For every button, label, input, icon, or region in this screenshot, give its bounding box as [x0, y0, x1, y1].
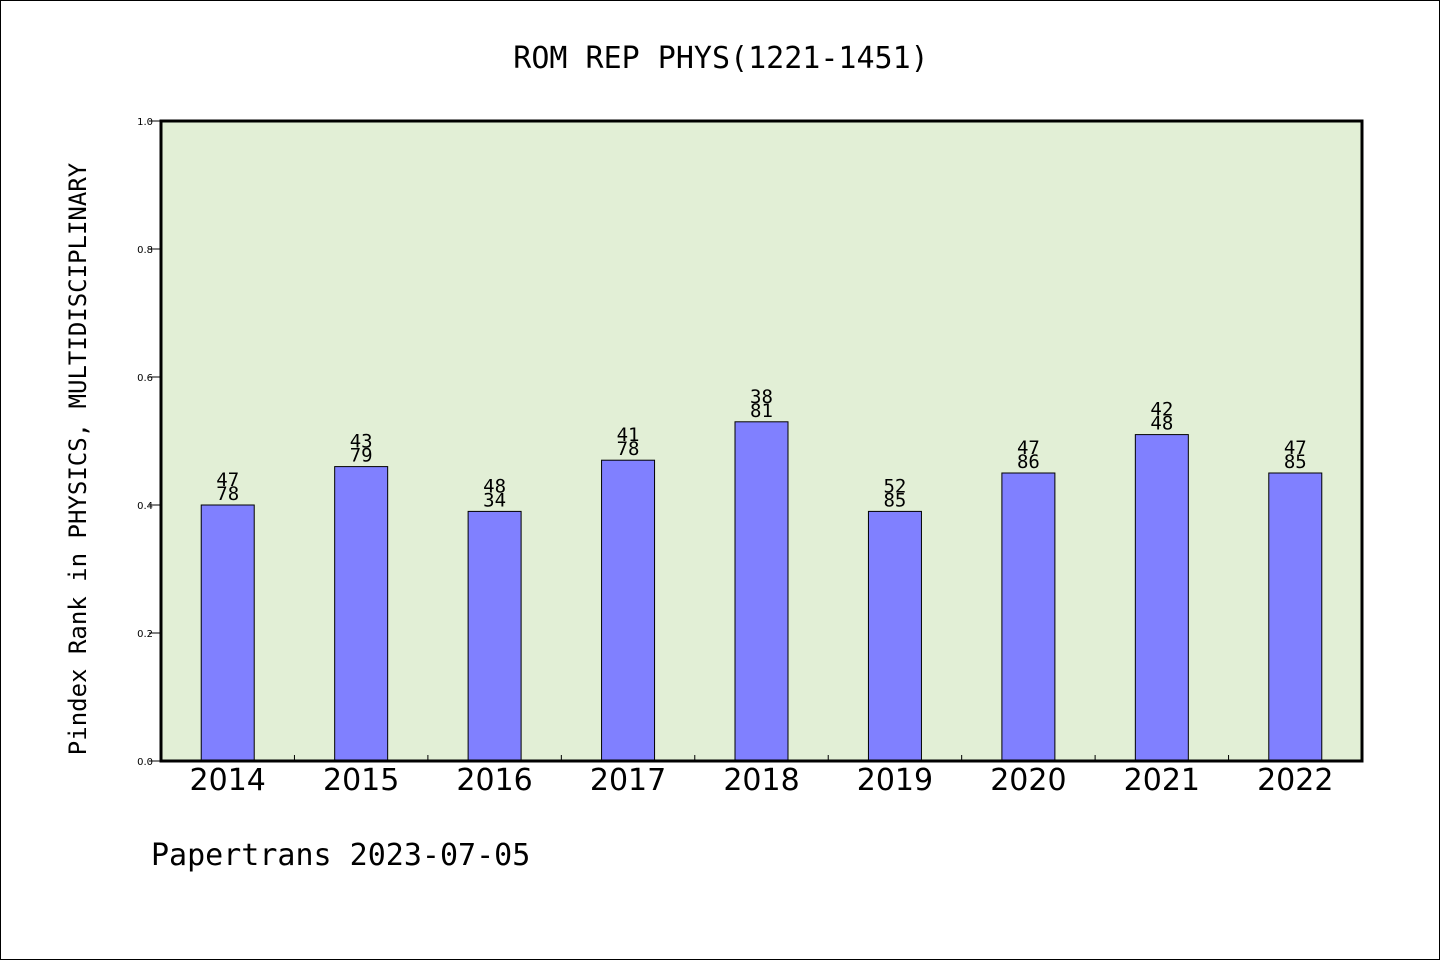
bar-label-top: 48 [483, 475, 506, 497]
y-axis-label: Pindex Rank in PHYSICS, MULTIDISCIPLINAR… [64, 162, 92, 755]
bar-2016 [467, 510, 522, 762]
bar-2014 [200, 504, 255, 762]
footer-credit: Papertrans 2023-07-05 [151, 838, 530, 873]
y-axis-ticks: 0.0 0.2 0.4 0.6 0.8 1.0 [137, 117, 161, 768]
bar-label-bottom: 78 [617, 438, 640, 460]
y-tick-label: 0.8 [137, 245, 153, 256]
bar-2017 [601, 459, 656, 762]
bar-label-top: 41 [617, 424, 640, 446]
bar-2020 [1001, 472, 1056, 762]
bar-label-top: 42 [1150, 399, 1173, 421]
x-tick-label: 2014 [190, 763, 266, 798]
bar-2021 [1134, 434, 1189, 762]
bar-label-top: 38 [750, 386, 773, 408]
bar-2018 [734, 421, 789, 762]
bar-2022 [1268, 472, 1323, 762]
x-tick-label: 2020 [990, 763, 1066, 798]
bar-2019 [867, 510, 922, 762]
bar-label-top: 47 [216, 469, 239, 491]
x-tick-label: 2019 [857, 763, 933, 798]
bar-label-top: 47 [1017, 437, 1040, 459]
x-tick-label: 2015 [323, 763, 399, 798]
bar-2015 [334, 466, 389, 762]
bar-label-bottom: 48 [1150, 413, 1173, 435]
plot-border [159, 119, 1364, 763]
bar-label-bottom: 85 [1284, 451, 1307, 473]
y-tick-label: 0.6 [137, 373, 153, 384]
bar-label-top: 43 [350, 431, 373, 453]
chart-title: ROM REP PHYS(1221-1451) [513, 41, 928, 76]
y-tick-label: 0.2 [137, 629, 153, 640]
y-tick-label: 1.0 [137, 117, 153, 128]
x-tick-label: 2016 [456, 763, 532, 798]
x-axis-ticks: 2014 2015 2016 2017 2018 2019 2020 2021 2022 [190, 755, 1333, 798]
bar-label-bottom: 81 [750, 400, 773, 422]
y-tick-label: 0.4 [137, 501, 153, 512]
bar-label-bottom: 85 [883, 489, 906, 511]
bar-label-top: 47 [1284, 437, 1307, 459]
bar-label-top: 52 [883, 475, 906, 497]
bars-group [200, 421, 1323, 762]
x-tick-label: 2021 [1124, 763, 1200, 798]
x-tick-label: 2022 [1257, 763, 1333, 798]
bar-label-bottom: 79 [350, 445, 373, 467]
x-tick-label: 2017 [590, 763, 666, 798]
y-tick-label: 0.0 [137, 757, 153, 768]
bar-label-bottom: 78 [216, 483, 239, 505]
bar-label-bottom: 86 [1017, 451, 1040, 473]
x-tick-label: 2018 [723, 763, 799, 798]
bar-label-bottom: 34 [483, 489, 506, 511]
